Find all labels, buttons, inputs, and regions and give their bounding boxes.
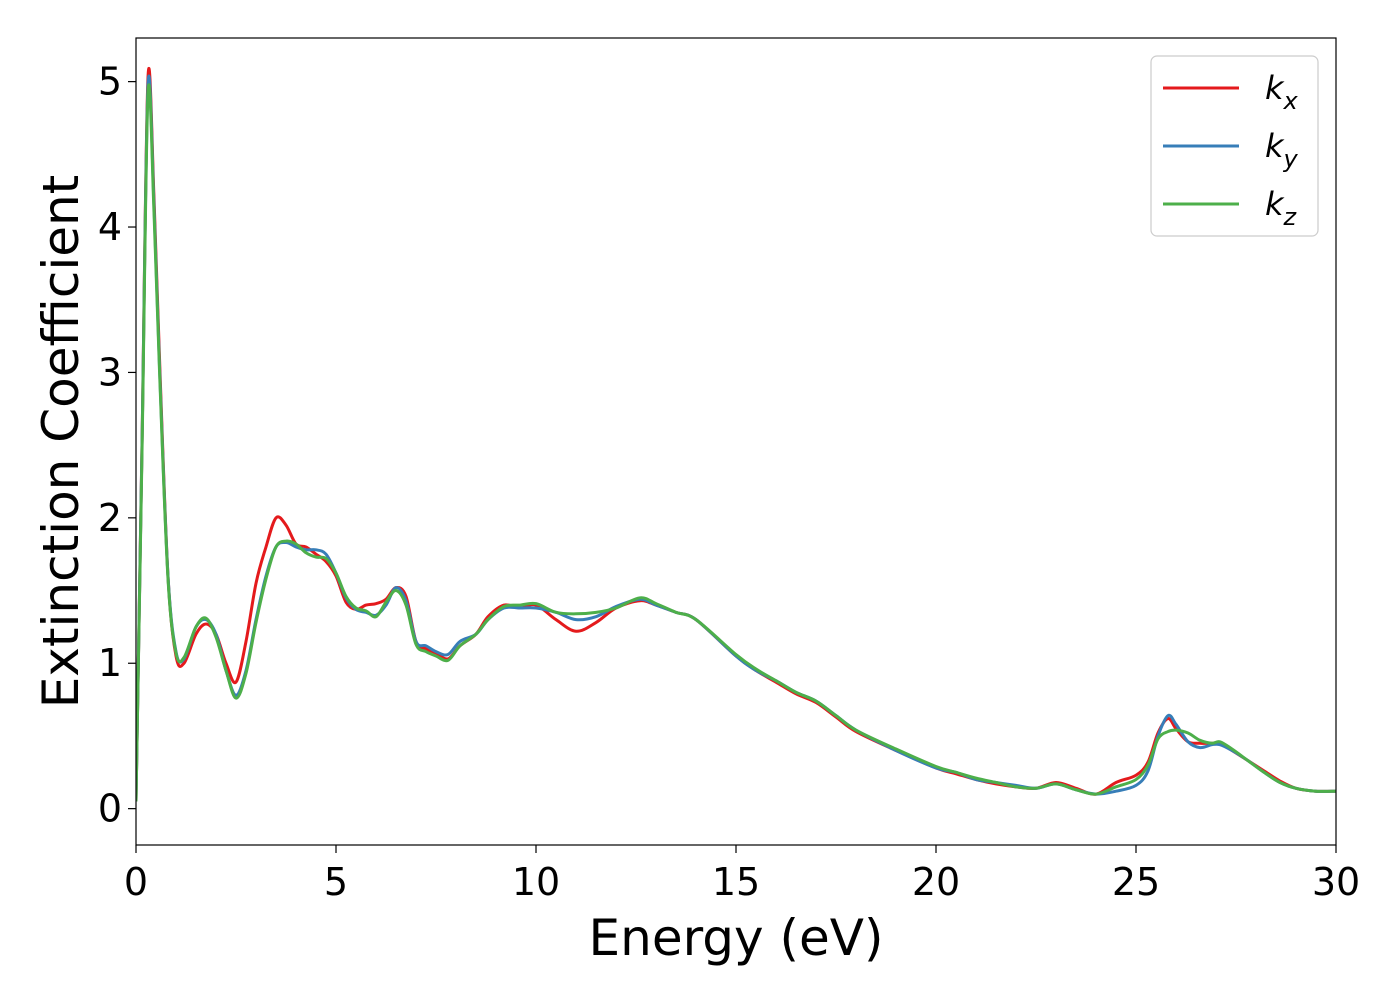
x-tick-label: 20	[912, 860, 960, 904]
legend-label-sub: y	[1283, 145, 1299, 173]
legend-label-base: k	[1265, 185, 1285, 223]
y-tick-label: 4	[98, 205, 122, 249]
x-tick-label: 30	[1312, 860, 1360, 904]
legend-label-sub: x	[1283, 87, 1299, 115]
x-tick-label: 15	[712, 860, 760, 904]
y-tick-label: 1	[98, 641, 122, 685]
x-axis-ticks: 0 5 10 15 20 25 30	[124, 845, 1360, 904]
legend-label-kz: kz	[1265, 185, 1298, 231]
legend-label-ky: ky	[1265, 127, 1299, 173]
series-layer	[136, 66, 1336, 802]
y-tick-label: 2	[98, 496, 122, 540]
legend-label-base: k	[1265, 127, 1285, 165]
x-tick-label: 0	[124, 860, 148, 904]
x-axis-label: Energy (eV)	[589, 909, 884, 967]
x-tick-label: 5	[324, 860, 348, 904]
x-tick-label: 25	[1112, 860, 1160, 904]
y-tick-label: 3	[98, 350, 122, 394]
y-axis-label: Extinction Coefficient	[32, 175, 90, 709]
y-axis-ticks: 0 1 2 3 4 5	[98, 60, 136, 831]
y-tick-label: 0	[98, 787, 122, 831]
x-tick-label: 10	[512, 860, 560, 904]
legend-label-kx: kx	[1265, 69, 1299, 115]
legend-label-base: k	[1265, 69, 1285, 107]
legend-label-sub: z	[1283, 203, 1298, 231]
y-tick-label: 5	[98, 60, 122, 104]
series-line-kz	[136, 83, 1336, 802]
